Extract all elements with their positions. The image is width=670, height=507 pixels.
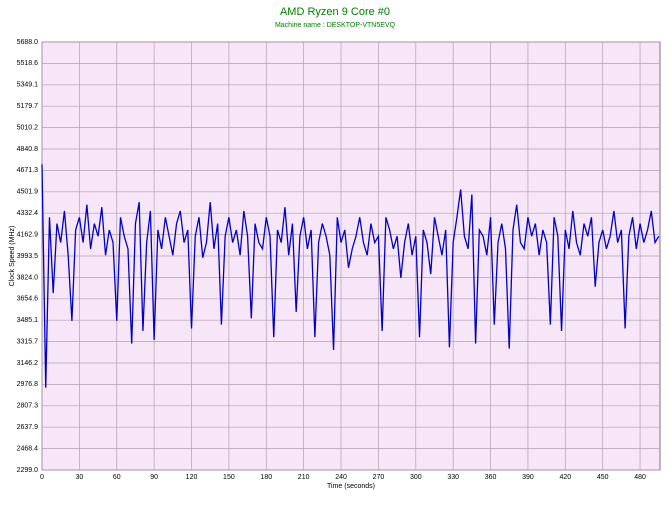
y-tick-label: 4162.9: [17, 231, 39, 238]
y-tick-label: 3993.5: [17, 253, 39, 260]
y-tick-label: 5179.7: [17, 103, 39, 110]
chart-subtitle: Machine name : DESKTOP-VTN5EVQ: [275, 22, 396, 29]
x-tick-label: 450: [597, 474, 609, 481]
x-tick-label: 180: [260, 474, 272, 481]
y-tick-label: 2976.8: [17, 381, 39, 388]
y-tick-label: 2807.3: [17, 403, 39, 410]
y-tick-label: 5010.2: [17, 124, 39, 131]
x-tick-label: 330: [447, 474, 459, 481]
x-tick-label: 270: [373, 474, 385, 481]
x-tick-label: 420: [559, 474, 571, 481]
y-tick-label: 5688.0: [17, 39, 39, 46]
y-tick-label: 3654.6: [17, 296, 39, 303]
x-tick-label: 60: [113, 474, 121, 481]
y-tick-label: 2299.0: [17, 467, 39, 474]
y-tick-label: 4671.3: [17, 167, 39, 174]
x-tick-label: 240: [335, 474, 347, 481]
y-tick-label: 2637.9: [17, 424, 39, 431]
y-tick-label: 4840.8: [17, 146, 39, 153]
x-tick-label: 90: [150, 474, 158, 481]
y-tick-label: 2468.4: [17, 445, 39, 452]
y-tick-label: 5349.1: [17, 82, 39, 89]
chart-title: AMD Ryzen 9 Core #0: [280, 6, 390, 18]
y-tick-label: 3485.1: [17, 317, 39, 324]
x-axis-label: Time (seconds): [327, 483, 375, 490]
y-tick-label: 3146.2: [17, 360, 39, 367]
y-axis-label: Clock Speed (MHz): [9, 226, 16, 287]
y-tick-label: 3824.0: [17, 274, 39, 281]
x-tick-label: 0: [40, 474, 44, 481]
x-tick-label: 210: [298, 474, 310, 481]
x-tick-label: 360: [485, 474, 497, 481]
y-tick-label: 4501.9: [17, 189, 39, 196]
x-tick-label: 390: [522, 474, 534, 481]
data-line: [41, 164, 660, 388]
x-tick-label: 300: [410, 474, 422, 481]
y-tick-label: 4332.4: [17, 210, 39, 217]
x-tick-label: 480: [634, 474, 646, 481]
y-tick-label: 3315.7: [17, 338, 39, 345]
x-tick-label: 30: [75, 474, 83, 481]
x-tick-label: 150: [223, 474, 235, 481]
y-tick-label: 5518.6: [17, 60, 39, 67]
x-tick-label: 120: [186, 474, 198, 481]
